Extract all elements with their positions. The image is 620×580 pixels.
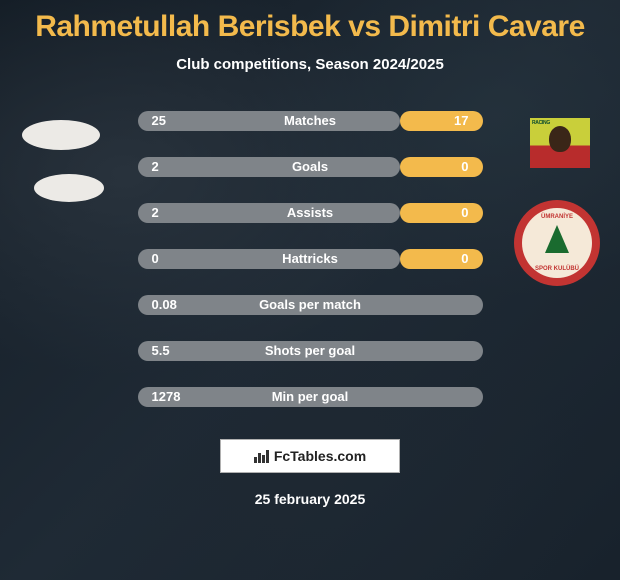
branding-text: FcTables.com — [274, 448, 366, 464]
stat-value-left: 0 — [152, 249, 159, 269]
stat-label: Hattricks — [282, 249, 338, 269]
stat-value-left: 25 — [152, 111, 166, 131]
stats-container: 25 17 Matches 2 0 Goals 2 0 Assists 0 0 Hattricks 0.… — [138, 111, 483, 407]
stat-value-left: 2 — [152, 203, 159, 223]
stat-bar-left — [138, 249, 400, 269]
tree-icon — [545, 225, 569, 253]
stat-bar-left — [138, 157, 400, 177]
stat-value-right: 0 — [461, 157, 468, 177]
stat-label: Goals — [292, 157, 328, 177]
stat-bar-left — [138, 111, 400, 131]
player2-club-badge: ÜMRANİYE SPOR KULÜBÜ — [514, 200, 600, 286]
stat-value-left: 0.08 — [152, 295, 177, 315]
stat-value-right: 17 — [454, 111, 468, 131]
stat-bar-right — [400, 249, 483, 269]
stat-label: Min per goal — [272, 387, 349, 407]
stat-label: Goals per match — [259, 295, 361, 315]
branding-box: FcTables.com — [220, 439, 400, 473]
stat-value-left: 5.5 — [152, 341, 170, 361]
subtitle: Club competitions, Season 2024/2025 — [0, 56, 620, 73]
stat-row: 0 0 Hattricks — [138, 249, 483, 269]
stat-bar-right — [400, 157, 483, 177]
stat-row: 2 0 Assists — [138, 203, 483, 223]
stat-value-left: 2 — [152, 157, 159, 177]
bar-chart-icon — [254, 449, 270, 463]
stat-row: 5.5 Shots per goal — [138, 341, 483, 361]
player1-avatar-placeholder — [22, 120, 100, 150]
stat-row: 1278 Min per goal — [138, 387, 483, 407]
stat-bar-right — [400, 203, 483, 223]
stat-value-left: 1278 — [152, 387, 181, 407]
player2-photo: RACING — [530, 118, 590, 168]
player1-club-placeholder — [34, 174, 104, 202]
stat-row: 2 0 Goals — [138, 157, 483, 177]
club-text-top: ÜMRANİYE — [541, 214, 573, 220]
photo-head-shape — [549, 126, 571, 152]
stat-value-right: 0 — [461, 203, 468, 223]
club-text-bottom: SPOR KULÜBÜ — [535, 266, 579, 272]
stat-row: 0.08 Goals per match — [138, 295, 483, 315]
date-text: 25 february 2025 — [0, 491, 620, 507]
stat-value-right: 0 — [461, 249, 468, 269]
stat-bar-right — [400, 111, 483, 131]
stat-bar-left — [138, 203, 400, 223]
stat-label: Assists — [287, 203, 333, 223]
photo-caption: RACING — [532, 120, 550, 126]
stat-label: Matches — [284, 111, 336, 131]
stat-label: Shots per goal — [265, 341, 355, 361]
stat-row: 25 17 Matches — [138, 111, 483, 131]
page-title: Rahmetullah Berisbek vs Dimitri Cavare — [0, 0, 620, 44]
